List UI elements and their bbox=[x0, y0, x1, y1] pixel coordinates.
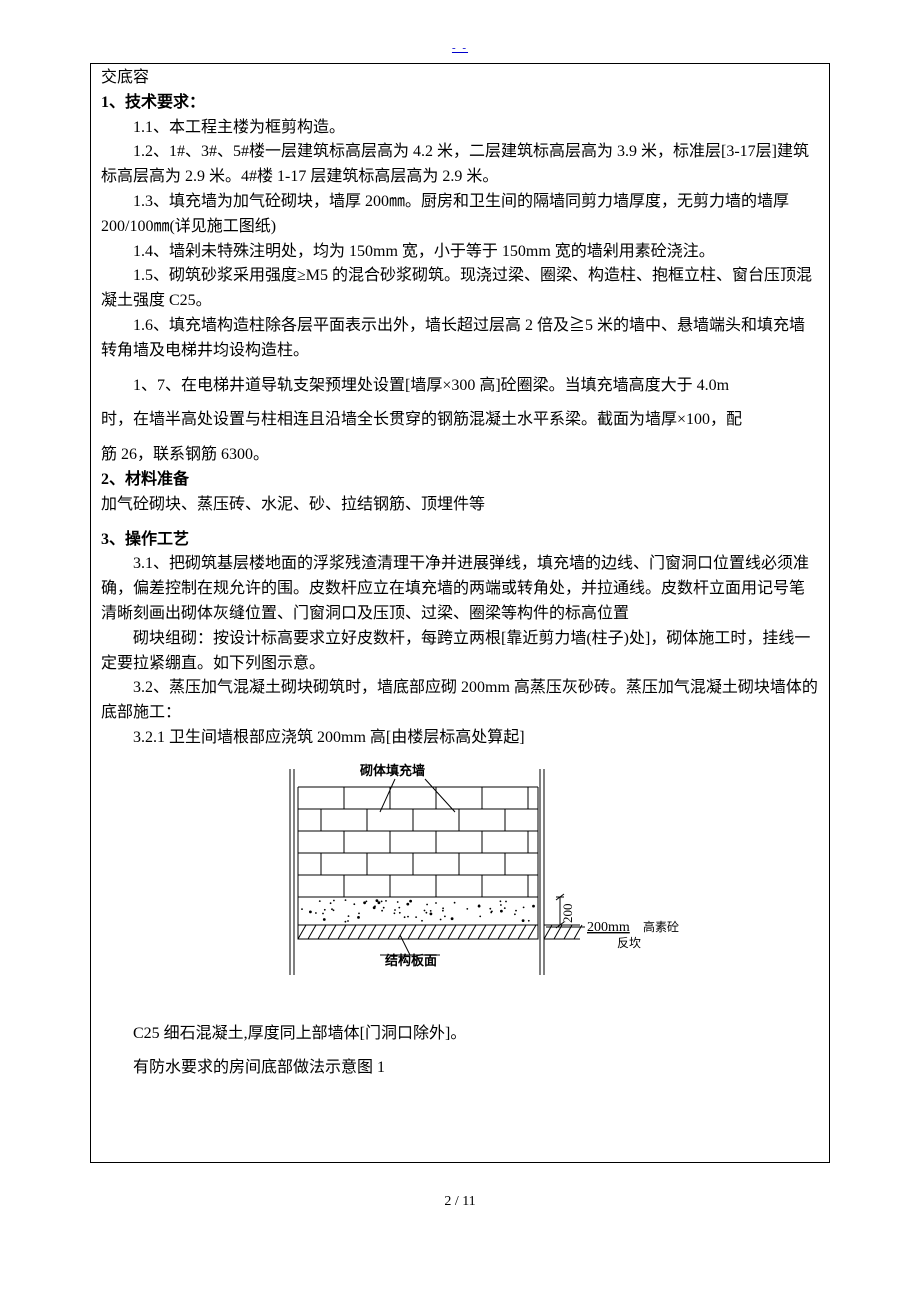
header-link: - - bbox=[0, 40, 920, 57]
section-1-heading: 1、技术要求： bbox=[101, 91, 819, 116]
section-3-heading: 3、操作工艺 bbox=[101, 528, 819, 553]
content-box: 交底容 1、技术要求： 1.1、本工程主楼为框剪构造。 1.2、1#、3#、5#… bbox=[90, 63, 830, 1163]
svg-text:200: 200 bbox=[560, 903, 575, 923]
para-1-6: 1.6、填充墙构造柱除各层平面表示出外，墙长超过层高 2 倍及≧5 米的墙中、悬… bbox=[101, 314, 819, 364]
para-1-3: 1.3、填充墙为加气砼砌块，墙厚 200㎜。厨房和卫生间的隔墙同剪力墙厚度，无剪… bbox=[101, 190, 819, 240]
svg-text:200mm: 200mm bbox=[587, 920, 630, 935]
para-1-4: 1.4、墙剁未特殊注明处，均为 150mm 宽，小于等于 150mm 宽的墙剁用… bbox=[101, 240, 819, 265]
para-2: 加气砼砌块、蒸压砖、水泥、砂、拉结钢筋、顶埋件等 bbox=[101, 493, 819, 518]
svg-text:反坎: 反坎 bbox=[617, 936, 641, 950]
para-1-7a: 1、7、在电梯井道导轨支架预埋处设置[墙厚×300 高]砼圈梁。当填充墙高度大于… bbox=[101, 374, 819, 399]
para-1-2: 1.2、1#、3#、5#楼一层建筑标高层高为 4.2 米，二层建筑标高层高为 3… bbox=[101, 140, 819, 190]
para-1-5: 1.5、砌筑砂浆采用强度≥M5 的混合砂浆砌筑。现浇过梁、圈梁、构造柱、抱框立柱… bbox=[101, 264, 819, 314]
svg-text:高素砼: 高素砼 bbox=[643, 919, 679, 934]
para-3-2: 3.2、蒸压加气混凝土砌块砌筑时，墙底部应砌 200mm 高蒸压灰砂砖。蒸压加气… bbox=[101, 676, 819, 726]
para-3-2-1: 3.2.1 卫生间墙根部应浇筑 200mm 高[由楼层标高处算起] bbox=[101, 726, 819, 751]
para-3-1: 3.1、把砌筑基层楼地面的浮浆残渣清理干净并进展弹线，填充墙的边线、门窗洞口位置… bbox=[101, 552, 819, 626]
para-1-1: 1.1、本工程主楼为框剪构造。 bbox=[101, 116, 819, 141]
masonry-diagram: 砌体填充墙结构板面200200mm高素砼反坎 bbox=[180, 757, 740, 987]
diagram-container: 砌体填充墙结构板面200200mm高素砼反坎 bbox=[101, 757, 819, 996]
para-after-2: 有防水要求的房间底部做法示意图 1 bbox=[101, 1056, 819, 1081]
title-line: 交底容 bbox=[101, 66, 819, 91]
svg-text:砌体填充墙: 砌体填充墙 bbox=[359, 763, 425, 778]
para-1-7b: 时，在墙半高处设置与柱相连且沿墙全长贯穿的钢筋混凝土水平系梁。截面为墙厚×100… bbox=[101, 408, 819, 433]
page-footer: 2 / 11 bbox=[0, 1191, 920, 1213]
para-1-7c: 筋 26，联系钢筋 6300。 bbox=[101, 443, 819, 468]
para-after-1: C25 细石混凝土,厚度同上部墙体[门洞口除外]。 bbox=[101, 1022, 819, 1047]
section-2-heading: 2、材料准备 bbox=[101, 468, 819, 493]
para-3-1b: 砌块组砌：按设计标高要求立好皮数杆，每跨立两根[靠近剪力墙(柱子)处]，砌体施工… bbox=[101, 627, 819, 677]
